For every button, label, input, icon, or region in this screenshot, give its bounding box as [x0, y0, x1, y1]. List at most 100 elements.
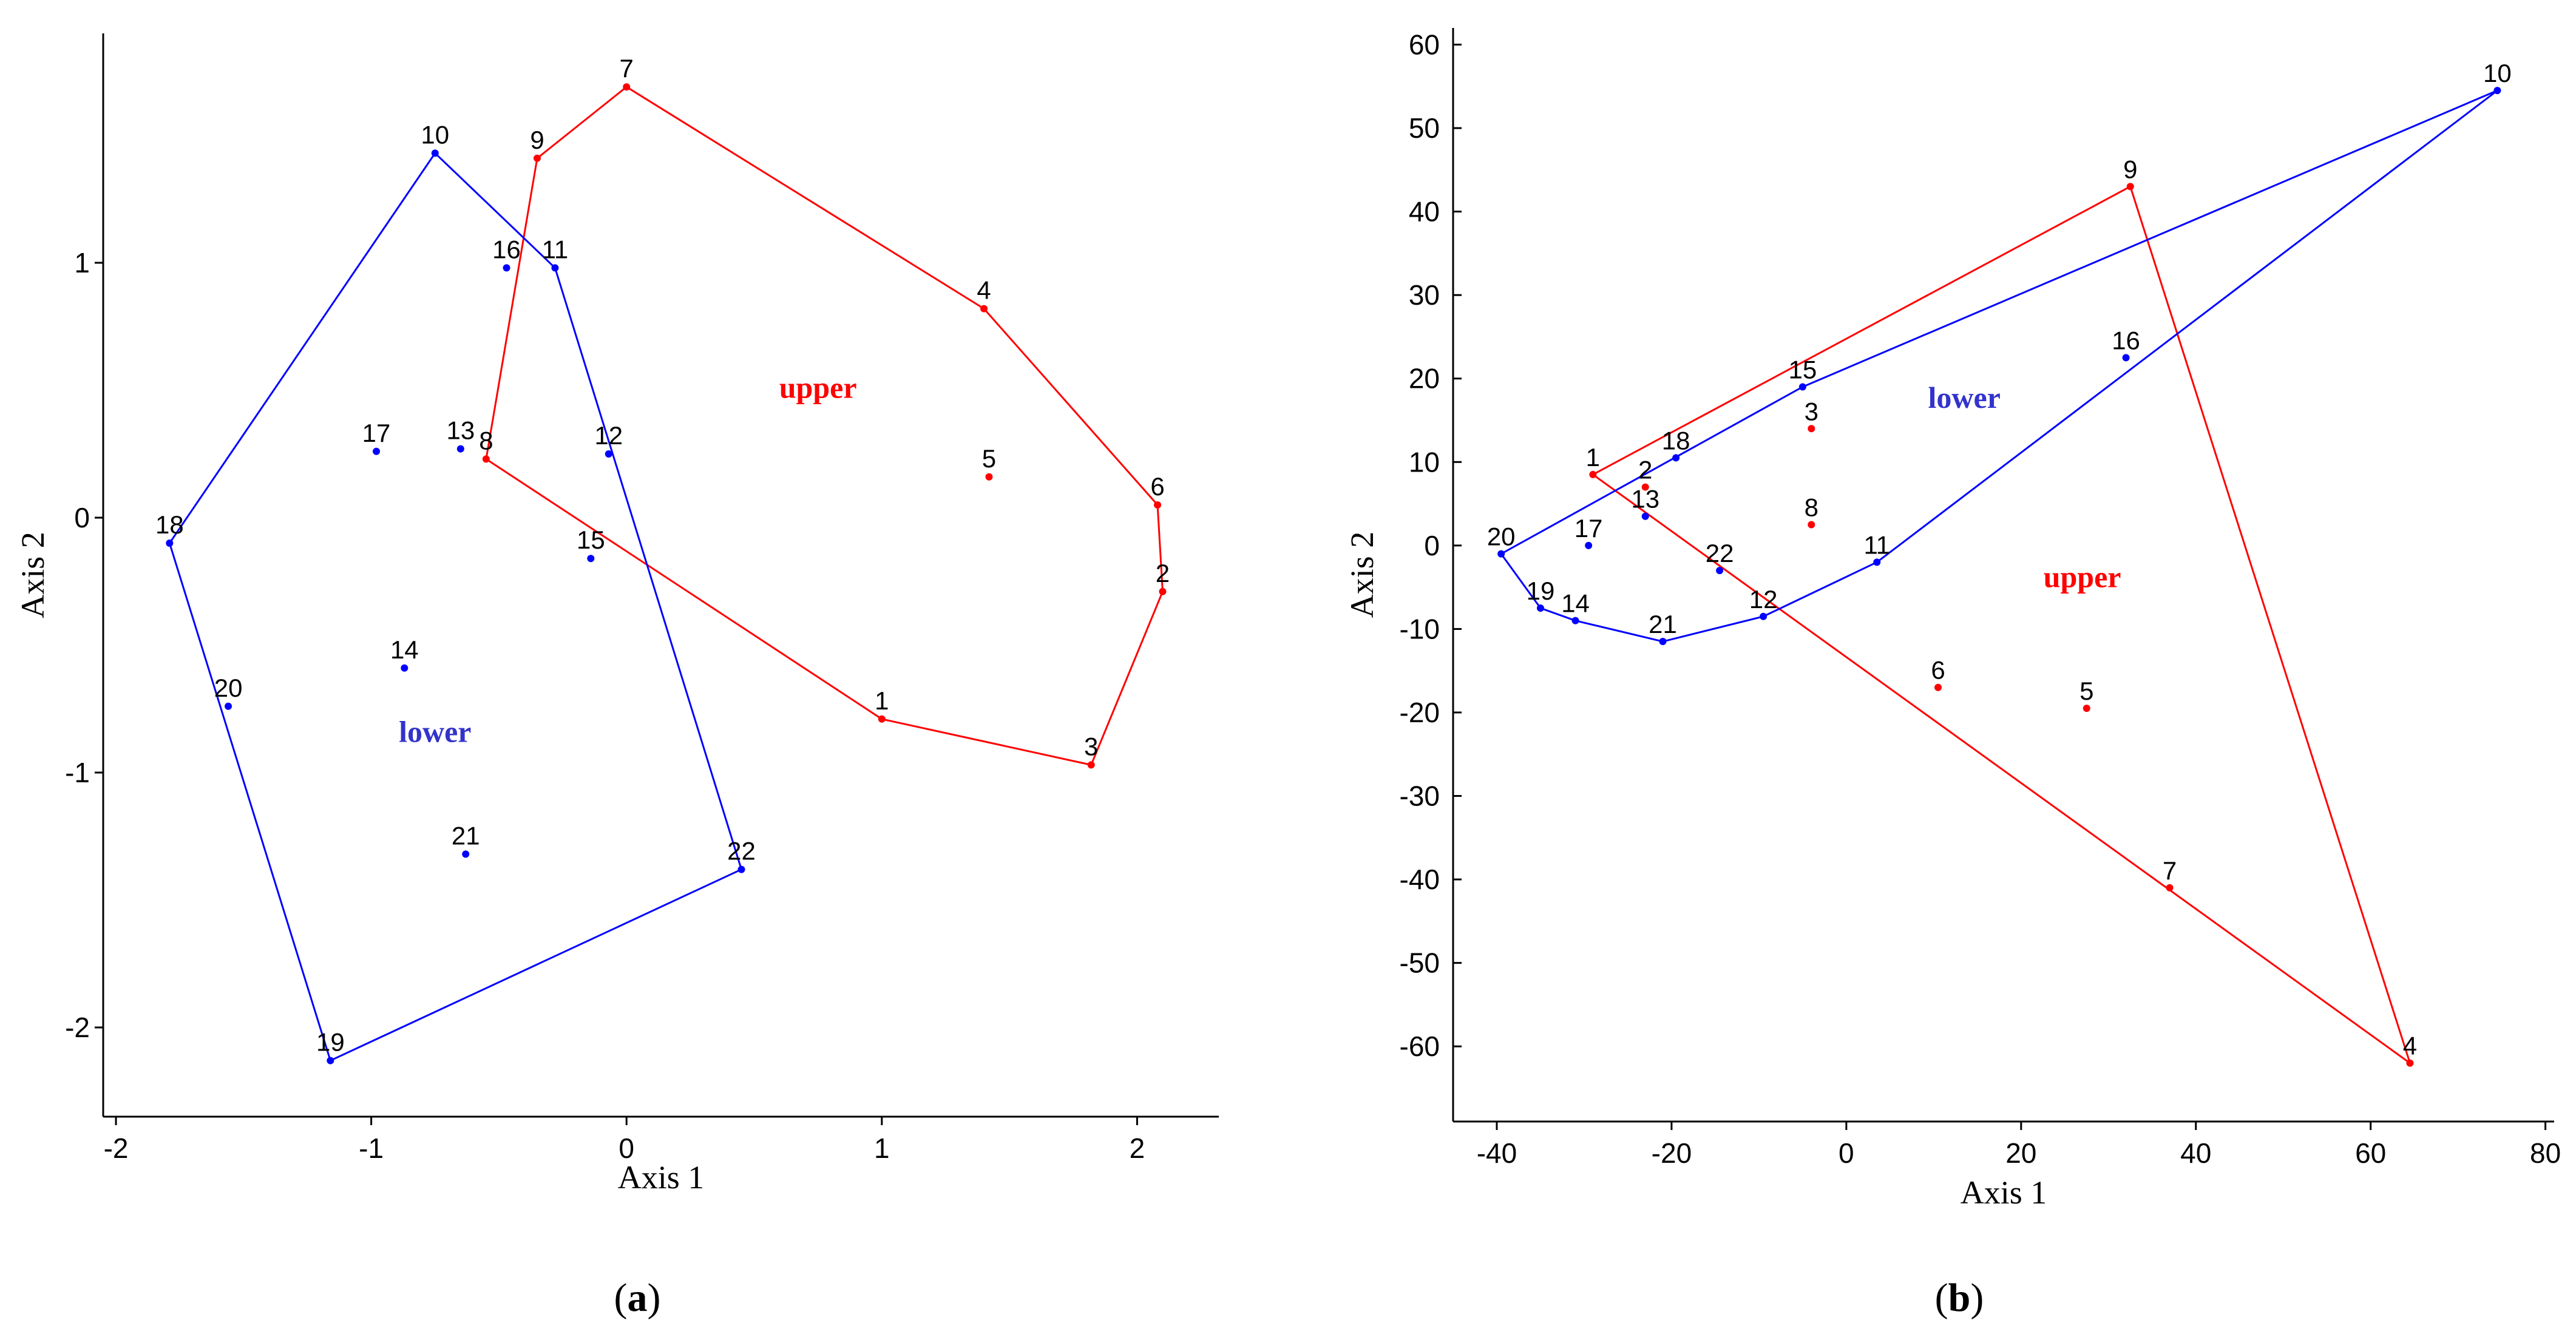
point-label-19: 19	[316, 1028, 345, 1057]
y-tick-label: 1	[74, 247, 90, 279]
point-label-2: 2	[1156, 559, 1170, 587]
data-point-20	[225, 702, 232, 710]
y-tick-label: 0	[1424, 530, 1440, 561]
point-label-16: 16	[2112, 326, 2140, 354]
panel-label: a	[628, 1276, 648, 1320]
data-point-17	[373, 447, 381, 455]
point-label-17: 17	[362, 419, 391, 447]
data-point-1	[1589, 470, 1597, 478]
point-label-4: 4	[977, 276, 991, 305]
y-axis-title: Axis 2	[15, 532, 51, 618]
point-label-13: 13	[1631, 485, 1659, 513]
data-point-3	[1087, 761, 1095, 769]
data-point-9	[534, 154, 541, 162]
x-axis-title: Axis 1	[618, 1159, 705, 1196]
data-point-1	[878, 715, 886, 723]
point-label-14: 14	[390, 635, 419, 664]
x-tick-label: -1	[359, 1132, 384, 1164]
data-point-12	[605, 450, 612, 458]
data-point-15	[1798, 383, 1806, 391]
point-label-16: 16	[492, 235, 521, 263]
axes: -2 -1 0 1 2-2-101	[65, 33, 1219, 1164]
y-tick-label: -50	[1400, 947, 1440, 979]
x-axis-title: Axis 1	[1961, 1174, 2047, 1211]
x-tick-label: 40	[2180, 1137, 2211, 1169]
panel-caption: (b)	[1935, 1276, 1984, 1320]
data-point-8	[1808, 521, 1815, 529]
point-label-5: 5	[982, 444, 996, 473]
data-point-16	[503, 264, 510, 272]
data-point-21	[1659, 638, 1667, 646]
data-point-7	[623, 83, 631, 91]
point-label-18: 18	[1662, 426, 1690, 455]
group-label-lower: lower	[1928, 381, 2001, 415]
x-tick-label: -20	[1652, 1137, 1692, 1169]
data-point-14	[1571, 617, 1579, 624]
point-label-9: 9	[530, 126, 544, 154]
data-point-17	[1585, 541, 1593, 549]
point-label-4: 4	[2403, 1032, 2417, 1060]
x-tick-label: 2	[1130, 1132, 1145, 1164]
point-label-1: 1	[1586, 443, 1600, 472]
data-point-21	[462, 850, 470, 858]
point-label-3: 3	[1084, 732, 1098, 760]
point-label-8: 8	[479, 426, 493, 455]
x-tick-label: 1	[874, 1132, 890, 1164]
panel-caption: (a)	[614, 1276, 661, 1320]
panel-label: b	[1948, 1276, 1971, 1320]
x-tick-label: -2	[104, 1132, 129, 1164]
point-label-7: 7	[620, 54, 634, 83]
y-tick-label: 50	[1409, 112, 1440, 144]
point-label-21: 21	[1649, 610, 1677, 638]
point-label-8: 8	[1805, 493, 1818, 521]
y-tick-label: -1	[65, 757, 90, 788]
y-tick-label: -60	[1400, 1030, 1440, 1062]
data-point-22	[1716, 567, 1724, 575]
point-label-12: 12	[594, 421, 623, 450]
data-point-13	[1641, 512, 1649, 520]
caption-open-paren: (	[614, 1276, 628, 1320]
data-point-2	[1159, 587, 1167, 595]
caption-open-paren: (	[1935, 1276, 1948, 1320]
data-point-12	[1760, 612, 1768, 620]
point-label-7: 7	[2163, 856, 2177, 885]
data-point-11	[551, 264, 559, 272]
data-point-10	[2493, 87, 2501, 95]
axes: -40 -20 0 20 40 60 80 60 50 40 30 20 10 0 -10 -20 -30 -40…	[1400, 28, 2561, 1169]
point-label-15: 15	[1789, 355, 1817, 384]
point-label-22: 22	[727, 837, 756, 865]
data-point-13	[456, 445, 464, 453]
y-tick-label: -20	[1400, 697, 1440, 728]
data-point-5	[985, 473, 993, 481]
group-label-lower: lower	[399, 715, 471, 749]
data-point-6	[1934, 683, 1942, 691]
data-point-10	[431, 149, 439, 157]
data-point-4	[980, 305, 988, 313]
point-label-20: 20	[214, 674, 243, 702]
y-tick-label: 40	[1409, 196, 1440, 228]
data-point-19	[327, 1057, 334, 1064]
data-point-11	[1873, 558, 1881, 566]
hull-upper	[1592, 185, 2412, 1066]
panel-b-chart: -40 -20 0 20 40 60 80 60 50 40 30 20 10 0 -10 -20 -30 -40…	[1344, 28, 2561, 1320]
data-point-14	[401, 664, 408, 672]
y-tick-label: -40	[1400, 864, 1440, 895]
point-label-9: 9	[2123, 155, 2137, 183]
group-label-upper: upper	[2044, 560, 2121, 594]
point-label-17: 17	[1574, 514, 1603, 543]
point-label-13: 13	[446, 416, 475, 445]
point-label-10: 10	[421, 120, 449, 149]
x-tick-label: 0	[1839, 1137, 1854, 1169]
point-label-14: 14	[1561, 589, 1590, 618]
data-point-7	[2166, 884, 2174, 892]
y-tick-label: -2	[65, 1012, 90, 1043]
data-point-5	[2083, 705, 2090, 712]
x-tick-label: 80	[2530, 1137, 2561, 1169]
caption-close-paren: )	[648, 1276, 661, 1320]
data-point-20	[1497, 550, 1505, 558]
data-point-3	[1808, 425, 1815, 433]
point-label-10: 10	[2483, 59, 2512, 87]
